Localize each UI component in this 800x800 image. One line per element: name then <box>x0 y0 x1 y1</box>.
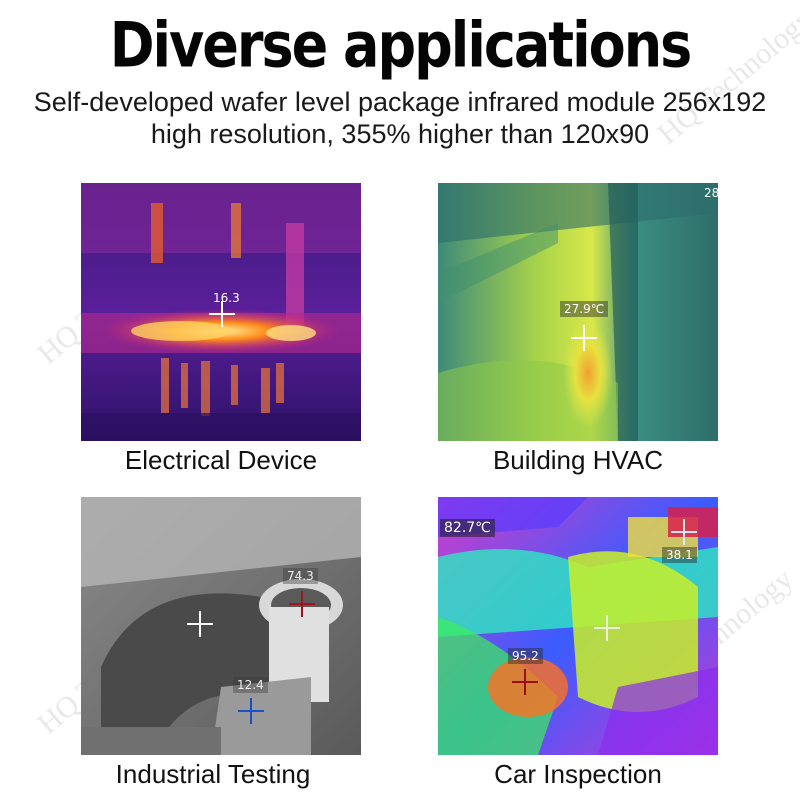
thermal-image-building-hvac: 27.9℃ 28 <box>438 183 718 441</box>
thermal-image-electrical-device: 16.3 <box>81 183 361 441</box>
subtitle-line-1: Self-developed wafer level package infra… <box>33 87 767 117</box>
caption-industrial-testing: Industrial Testing <box>115 759 311 789</box>
crosshair-icon <box>594 615 620 641</box>
thermal-image-industrial-testing: 74.3 12.4 <box>81 497 361 755</box>
temperature-readout: 38.1 <box>662 547 697 563</box>
caption-car-inspection: Car Inspection <box>494 759 662 789</box>
caption-building-hvac: Building HVAC <box>492 445 664 475</box>
page-subtitle: Self-developed wafer level package infra… <box>0 86 800 150</box>
crosshair-icon <box>238 698 264 724</box>
temperature-readout: 12.4 <box>233 677 268 693</box>
crosshair-icon <box>571 325 597 351</box>
temperature-readout: 16.3 <box>213 291 240 305</box>
temperature-readout: 27.9℃ <box>560 301 609 317</box>
crosshair-icon <box>512 669 538 695</box>
crosshair-icon <box>289 591 315 617</box>
crosshair-icon <box>671 519 697 545</box>
temperature-scale-label: 28 <box>704 186 718 200</box>
crosshair-icon <box>209 301 235 327</box>
temperature-readout: 95.2 <box>508 648 543 664</box>
temperature-readout: 74.3 <box>283 568 318 584</box>
thermal-image-car-inspection: 82.7℃ 38.1 95.2 <box>438 497 718 755</box>
subtitle-line-2: high resolution, 355% higher than 120x90 <box>150 119 650 149</box>
crosshair-icon <box>187 611 213 637</box>
temperature-readout: 82.7℃ <box>440 519 495 537</box>
page-title: Diverse applications <box>109 9 693 82</box>
caption-electrical-device: Electrical Device <box>124 445 318 475</box>
